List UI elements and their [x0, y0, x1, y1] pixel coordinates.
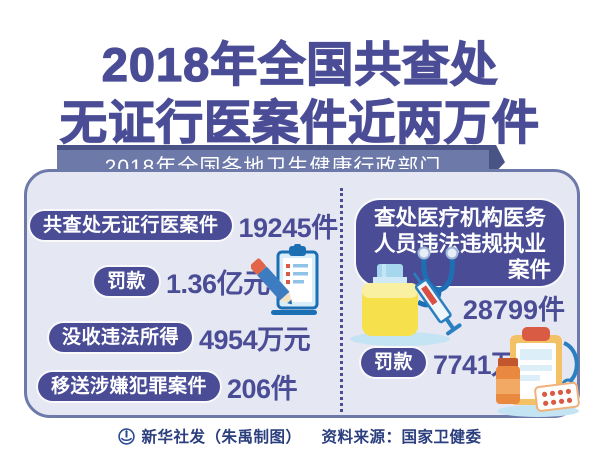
- medicine-bottle-stethoscope-icon: [350, 246, 462, 346]
- stat-row-transferred: 移送涉嫌犯罪案件 206件: [38, 367, 298, 406]
- stat-row-cases: 共查处无证行医案件 19245件: [30, 206, 338, 245]
- stat-value-medical-staff-cases: 28799件: [462, 295, 565, 325]
- footer-source: 资料来源：国家卫健委: [321, 429, 482, 446]
- footer: 新华社发（朱禹制图） 资料来源：国家卫健委: [0, 425, 600, 447]
- big-label-line-3: 案件: [507, 258, 551, 282]
- column-divider: [340, 188, 343, 412]
- footer-credit: 新华社发（朱禹制图）: [141, 429, 302, 446]
- big-label-line-1: 查处医疗机构医务: [373, 206, 546, 230]
- xinhua-emblem-icon: [118, 427, 136, 445]
- clipboard-medicine-icon: [496, 327, 580, 417]
- stat-value-fine: 1.36亿元: [166, 269, 270, 299]
- stat-row-fine: 罚款 1.36亿元: [94, 262, 270, 301]
- stat-label-fine: 罚款: [94, 267, 160, 296]
- stat-value-confiscated: 4954万元: [199, 325, 311, 355]
- clipboard-pencil-icon: [251, 244, 319, 315]
- stat-label-fine-right: 罚款: [361, 348, 427, 377]
- title-line-1: 2018年全国共查处: [101, 37, 499, 91]
- big-label-line-2: 人员违法违规执业: [373, 232, 546, 256]
- stat-value-transferred: 206件: [227, 374, 298, 404]
- stat-label-medical-staff-cases: 查处医疗机构医务 人员违法违规执业 案件: [356, 200, 564, 286]
- stat-label-confiscated: 没收违法所得: [49, 323, 193, 352]
- stat-row-confiscated: 没收违法所得 4954万元: [49, 318, 311, 357]
- stat-label-cases: 共查处无证行医案件: [30, 211, 232, 240]
- title-line-2: 无证行医案件近两万件: [59, 95, 540, 149]
- stat-label-transferred: 移送涉嫌犯罪案件: [38, 372, 221, 401]
- stat-value-cases: 19245件: [238, 213, 339, 243]
